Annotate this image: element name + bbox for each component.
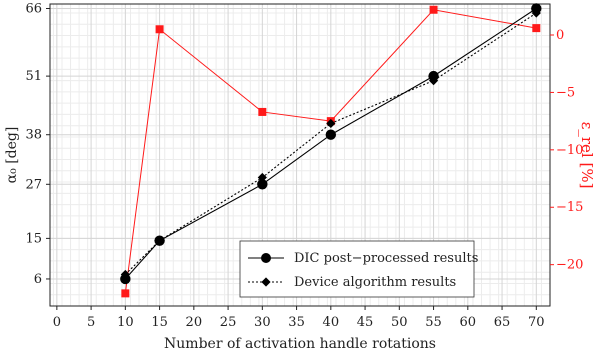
left-y-tick-label: 6 (34, 272, 42, 287)
x-tick-label: 15 (151, 315, 168, 330)
x-tick-label: 70 (528, 315, 545, 330)
x-tick-label: 45 (357, 315, 374, 330)
right-y-tick-label: −15 (556, 200, 583, 215)
x-tick-label: 10 (117, 315, 134, 330)
data-point-error (155, 25, 164, 34)
legend-label-dic: DIC post−processed results (294, 251, 478, 266)
series-layer (120, 3, 542, 298)
data-point-dic (154, 235, 165, 246)
x-axis-ticks: 0 5 10 15 20 25 30 35 40 45 50 55 60 65 70 (53, 306, 545, 330)
legend: DIC post−processed results Device algori… (239, 240, 478, 298)
x-tick-label: 25 (220, 315, 237, 330)
left-y-tick-label: 66 (25, 2, 42, 17)
data-point-dic (531, 3, 542, 14)
series-line-2 (124, 9, 537, 294)
right-y-axis-ticks: 0 −5 −10 −15 −20 (550, 28, 583, 273)
x-tick-label: 5 (87, 315, 95, 330)
right-y-tick-label: 0 (556, 28, 564, 43)
plot-frame (49, 3, 551, 307)
x-tick-label: 0 (53, 315, 61, 330)
x-tick-label: 20 (186, 315, 203, 330)
right-y-tick-label: −20 (556, 258, 583, 273)
series-line-0 (124, 8, 537, 280)
data-point-error (258, 107, 267, 116)
x-tick-label: 65 (494, 315, 511, 330)
legend-marker-device (261, 277, 271, 287)
legend-box (239, 240, 475, 298)
data-point-device (257, 172, 267, 183)
right-y-axis-label: ε_rel [%] (578, 122, 595, 189)
data-point-dic (120, 273, 131, 285)
legend-marker-dic (261, 253, 271, 263)
right-y-tick-label: −5 (556, 85, 575, 100)
left-y-tick-label: 27 (25, 177, 42, 192)
legend-label-device: Device algorithm results (294, 275, 456, 290)
x-tick-label: 50 (391, 315, 408, 330)
x-tick-label: 40 (323, 315, 340, 330)
left-y-axis-label: α₀ [deg] (4, 127, 20, 184)
right-y-tick-label: −10 (556, 143, 583, 158)
left-y-axis-ticks: 6 15 27 38 51 66 (25, 2, 50, 287)
data-point-dic (325, 129, 337, 140)
x-tick-label: 55 (425, 315, 442, 330)
data-point-error (429, 5, 438, 14)
left-y-tick-label: 38 (25, 128, 42, 143)
left-y-tick-label: 15 (25, 231, 42, 246)
x-axis-label: Number of activation handle rotations (164, 336, 436, 352)
data-point-dic (257, 179, 268, 190)
x-tick-label: 60 (460, 315, 477, 330)
data-point-error (532, 24, 541, 33)
data-point-device (326, 118, 336, 129)
left-y-tick-label: 51 (25, 69, 42, 84)
data-point-dic (428, 70, 439, 82)
x-tick-label: 35 (288, 315, 305, 330)
x-tick-label: 30 (254, 315, 271, 330)
data-point-error (121, 289, 130, 298)
